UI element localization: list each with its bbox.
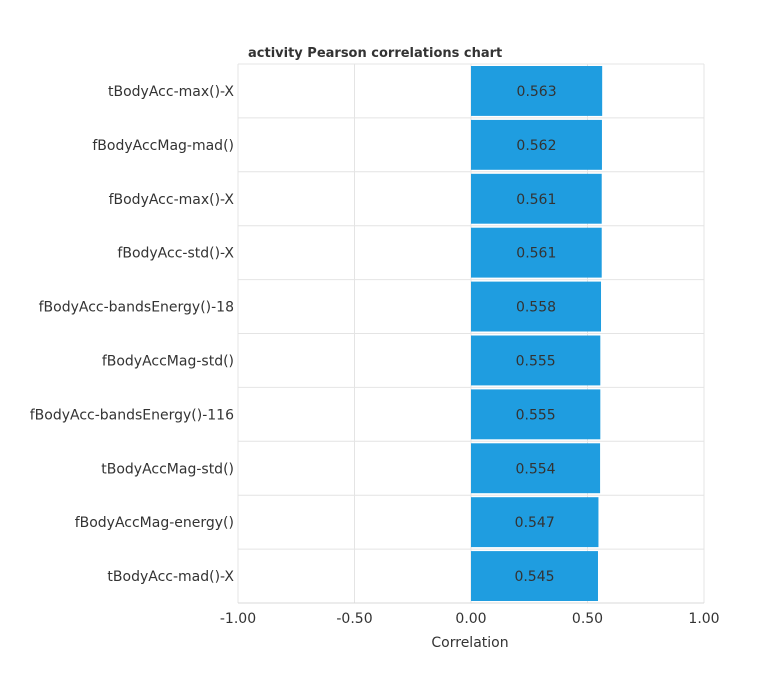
category-label: tBodyAcc-max()-X bbox=[108, 84, 234, 100]
bar-value-label: 0.561 bbox=[516, 246, 556, 262]
bar bbox=[471, 173, 602, 224]
category-label: fBodyAcc-bandsEnergy()-18 bbox=[39, 300, 234, 316]
x-tick-label: 0.50 bbox=[572, 611, 603, 627]
category-label: tBodyAccMag-std() bbox=[101, 461, 234, 477]
category-label: fBodyAccMag-mad() bbox=[92, 138, 234, 154]
bar bbox=[471, 66, 603, 116]
bar-value-label: 0.563 bbox=[517, 84, 557, 100]
bar-value-label: 0.545 bbox=[514, 569, 554, 585]
bar bbox=[471, 389, 601, 440]
bar bbox=[471, 281, 602, 332]
bar-value-label: 0.558 bbox=[516, 300, 556, 316]
category-label: tBodyAcc-mad()-X bbox=[107, 569, 234, 585]
bar-value-label: 0.554 bbox=[515, 461, 555, 477]
category-label: fBodyAccMag-std() bbox=[102, 353, 234, 369]
category-label: fBodyAcc-std()-X bbox=[117, 246, 234, 262]
bar bbox=[471, 551, 598, 601]
x-tick-label: 0.00 bbox=[455, 611, 486, 627]
category-label: fBodyAcc-max()-X bbox=[109, 192, 235, 208]
bar-value-label: 0.555 bbox=[516, 353, 556, 369]
bars: 0.563 0.562 0.561 0.561 0.558 0.555 0.555 0.554… bbox=[471, 66, 603, 601]
bar bbox=[471, 443, 601, 494]
grid-lines bbox=[237, 63, 705, 604]
bar-value-label: 0.555 bbox=[516, 407, 556, 423]
bar-value-label: 0.562 bbox=[516, 138, 556, 154]
bar-value-label: 0.547 bbox=[515, 515, 555, 531]
bar bbox=[471, 497, 599, 548]
x-axis-title: Correlation bbox=[431, 635, 508, 651]
category-label: fBodyAcc-bandsEnergy()-116 bbox=[30, 407, 234, 423]
x-tick-label: 1.00 bbox=[688, 611, 719, 627]
bar-value-label: 0.561 bbox=[516, 192, 556, 208]
x-axis-ticks: -1.00 -0.50 0.00 0.50 1.00 bbox=[220, 611, 720, 627]
chart-title: activity Pearson correlations chart bbox=[248, 46, 502, 61]
bar bbox=[471, 119, 602, 170]
category-label: fBodyAccMag-energy() bbox=[75, 515, 234, 531]
bar bbox=[471, 335, 601, 386]
x-tick-label: -1.00 bbox=[220, 611, 256, 627]
category-labels: tBodyAcc-max()-X fBodyAccMag-mad() fBodyAc… bbox=[30, 84, 235, 585]
x-tick-label: -0.50 bbox=[336, 611, 372, 627]
bar bbox=[471, 227, 602, 278]
